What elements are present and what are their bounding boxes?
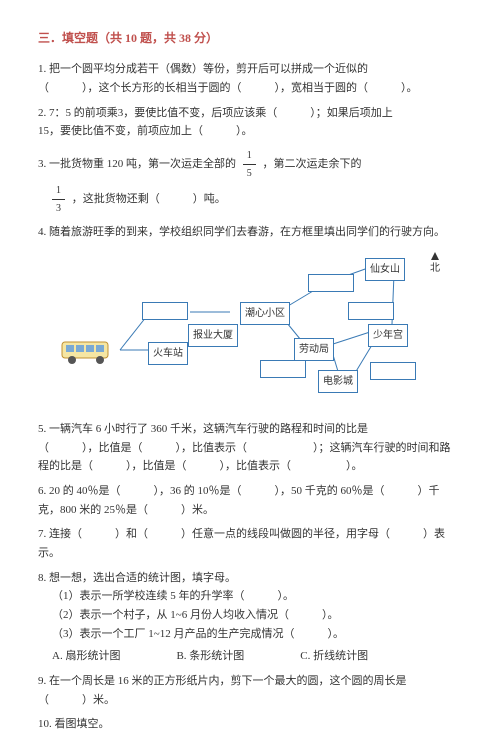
question-6: 6. 20 的 40％是（ ），36 的 10％是（ ），50 千克的 60％是… [38, 482, 462, 519]
q1-line1: 1. 把一个圆平均分成若干（偶数）等份，剪开后可以拼成一个近似的 [38, 60, 462, 79]
q8-sub2: （2）表示一个村子，从 1~6 月份人均收入情况（ ）。 [52, 606, 462, 625]
direction-diagram: 北 仙女山 报业大厦 潮心小区 火车站 劳动局 少年宫 电影城 [60, 250, 440, 410]
q6-line1: 6. 20 的 40％是（ ），36 的 10％是（ ），50 千克的 60％是… [38, 482, 462, 501]
north-label: 北 [430, 263, 440, 274]
frac-den: 5 [243, 165, 256, 182]
q10-text: 10. 看图填空。 [38, 715, 462, 734]
node-fairy-mountain: 仙女山 [365, 258, 405, 281]
fraction-1-5: 1 5 [243, 147, 256, 182]
empty-box-1[interactable] [142, 302, 188, 320]
empty-box-2[interactable] [308, 274, 354, 292]
q7-line2: 示。 [38, 544, 462, 563]
q8-sub1: （1）表示一所学校连续 5 年的升学率（ ）。 [52, 587, 462, 606]
question-8: 8. 想一想，选出合适的统计图，填字母。 （1）表示一所学校连续 5 年的升学率… [38, 569, 462, 666]
q1-line2: （ ），这个长方形的长相当于圆的（ ），宽相当于圆的（ ）。 [38, 79, 462, 98]
fraction-1-3: 1 3 [52, 182, 65, 217]
q2-line1: 2. 7：5 的前项乘3，要使比值不变，后项应该乘（ ）；如果后项加上 [38, 104, 462, 123]
question-3: 3. 一批货物重 120 吨，第一次运走全部的 1 5 ，第二次运走余下的 1 … [38, 147, 462, 217]
option-a: A. 扇形统计图 [52, 647, 120, 666]
q4-text: 4. 随着旅游旺季的到来，学校组织同学们去春游，在方框里填出同学们的行驶方向。 [38, 223, 462, 242]
north-indicator: 北 [430, 252, 440, 277]
q6-line2: 克，800 米的 25％是（ ）米。 [38, 501, 462, 520]
q3-part1: 3. 一批货物重 120 吨，第一次运走全部的 [38, 158, 236, 170]
empty-box-3[interactable] [348, 302, 394, 320]
q8-options: A. 扇形统计图 B. 条形统计图 C. 折线统计图 [52, 647, 462, 666]
empty-box-5[interactable] [370, 362, 416, 380]
node-station: 火车站 [148, 342, 188, 365]
q3-part3: ，这批货物还剩（ ）吨。 [72, 193, 226, 205]
q2-line2: 15，要使比值不变，前项应加上（ ）。 [38, 122, 462, 141]
question-5: 5. 一辆汽车 6 小时行了 360 千米，这辆汽车行驶的路程和时间的比是 （ … [38, 420, 462, 476]
question-4: 4. 随着旅游旺季的到来，学校组织同学们去春游，在方框里填出同学们的行驶方向。 [38, 223, 462, 242]
question-2: 2. 7：5 的前项乘3，要使比值不变，后项应该乘（ ）；如果后项加上 15，要… [38, 104, 462, 141]
q8-sub3: （3）表示一个工厂 1~12 月产品的生产完成情况（ ）。 [52, 625, 462, 644]
node-palace: 少年宫 [368, 324, 408, 347]
node-labor: 劳动局 [294, 338, 334, 361]
node-building: 报业大厦 [188, 324, 238, 347]
frac-den: 3 [52, 200, 65, 217]
q5-line2: （ ），比值是（ ），比值表示（ ）；这辆汽车行驶的时间和路 [38, 439, 462, 458]
bus-icon [60, 338, 112, 366]
q7-line1: 7. 连接（ ）和（ ）任意一点的线段叫做圆的半径，用字母（ ）表 [38, 525, 462, 544]
q5-line3: 程的比是（ ），比值是（ ），比值表示（ ）。 [38, 457, 462, 476]
question-1: 1. 把一个圆平均分成若干（偶数）等份，剪开后可以拼成一个近似的 （ ），这个长… [38, 60, 462, 97]
question-7: 7. 连接（ ）和（ ）任意一点的线段叫做圆的半径，用字母（ ）表 示。 [38, 525, 462, 562]
node-lake: 潮心小区 [240, 302, 290, 325]
question-9: 9. 在一个周长是 16 米的正方形纸片内，剪下一个最大的圆，这个圆的周长是 （… [38, 672, 462, 709]
frac-num: 1 [52, 182, 65, 200]
q9-line1: 9. 在一个周长是 16 米的正方形纸片内，剪下一个最大的圆，这个圆的周长是 [38, 672, 462, 691]
q3-part2: ，第二次运走余下的 [263, 158, 362, 170]
section-title: 三．填空题（共 10 题，共 38 分） [38, 28, 462, 48]
q8-intro: 8. 想一想，选出合适的统计图，填字母。 [38, 569, 462, 588]
frac-num: 1 [243, 147, 256, 165]
question-10: 10. 看图填空。 [38, 715, 462, 734]
empty-box-4[interactable] [260, 360, 306, 378]
option-b: B. 条形统计图 [176, 647, 244, 666]
option-c: C. 折线统计图 [300, 647, 368, 666]
q5-line1: 5. 一辆汽车 6 小时行了 360 千米，这辆汽车行驶的路程和时间的比是 [38, 420, 462, 439]
node-cinema: 电影城 [318, 370, 358, 393]
